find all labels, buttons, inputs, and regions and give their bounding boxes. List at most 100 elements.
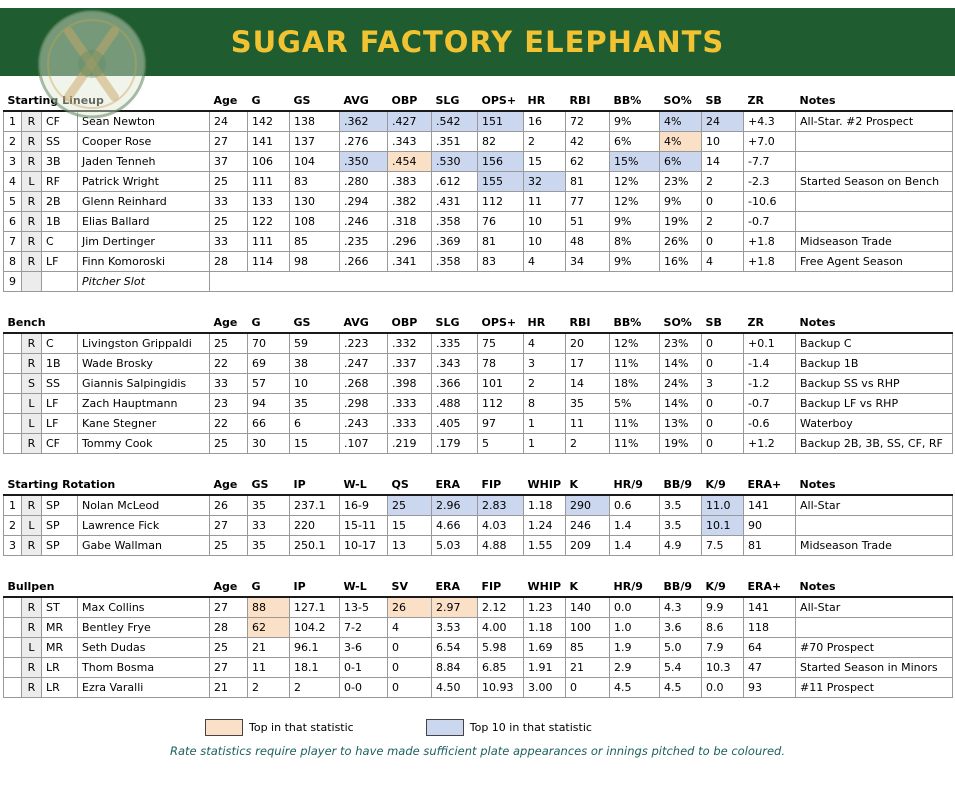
stat-cell: 0-0 [339,677,389,698]
stat-cell: 35 [247,494,291,516]
column-header: QS [387,475,432,496]
stat-cell: 94 [247,393,291,414]
stat-cell: 111 [247,231,290,252]
stat-cell: 85 [289,231,340,252]
handedness-cell: L [21,171,42,192]
stat-cell: 106 [247,151,290,172]
stat-cell: 127.1 [289,596,341,618]
handedness-cell: R [21,231,42,252]
stat-cell: 7.9 [701,637,745,658]
stat-cell: 6 [289,413,341,434]
stat-cell: +1.8 [743,251,796,272]
column-header: ERA [431,577,478,598]
stat-cell: 10.3 [701,657,745,678]
stat-cell: 2 [701,211,744,232]
player-name: Sean Newton [77,110,210,132]
stat-cell: 1 [523,413,567,434]
stat-cell: 141 [743,596,797,618]
lineup-number-cell [3,332,22,354]
stat-cell: 137 [289,131,340,152]
column-header: HR/9 [609,475,660,496]
lineup-number-cell [3,677,22,698]
stat-cell: 18.1 [289,657,341,678]
team-title: SUGAR FACTORY ELEPHANTS [230,25,725,59]
player-row: 8 R LF Finn Komoroski 28 114 98.266.341.358 83 4… [3,251,953,272]
column-header: K/9 [701,577,744,598]
stat-cell: 4 [523,251,566,272]
stat-cell: 16-9 [339,494,389,516]
position-cell: SS [41,373,78,394]
handedness-cell: L [21,637,42,658]
stat-cell: 9% [609,251,660,272]
player-name: Tommy Cook [76,433,211,454]
notes-cell: Backup LF vs RHP [795,393,954,414]
stat-cell: 13 [387,535,433,556]
notes-cell [795,211,953,232]
stat-cell: -1.2 [743,373,797,394]
column-header: BB/9 [659,475,702,496]
stat-cell: 220 [289,515,341,536]
player-name: Cooper Rose [77,131,210,152]
stat-cell: 2.97 [431,596,479,618]
stat-cell: 24 [701,110,744,132]
stat-cell: 1.18 [523,494,567,516]
stat-cell: 0 [387,677,433,698]
stat-cell: 5% [609,393,661,414]
stat-cell: 26 [209,494,249,516]
column-header: SB [701,91,744,112]
lineup-number-cell: 1 [3,110,22,132]
handedness-cell: R [21,657,42,678]
stat-cell: 72 [565,110,610,132]
player-row: R ST Max Collins 27 88 127.1 13-5 26 2.97 2.12 1.2… [3,596,954,618]
position-cell: C [41,231,78,252]
stat-cell: 0 [565,677,611,698]
column-header: Age [209,91,248,112]
stat-cell: 33 [209,373,249,394]
stat-cell: 90 [743,515,797,536]
notes-cell [795,131,953,152]
handedness-cell: R [21,617,42,638]
stat-cell: 28 [209,617,249,638]
stat-cell: 3.5 [659,494,703,516]
stat-cell: 30 [247,433,291,454]
column-header: SLG [431,91,478,112]
stat-cell: 25 [209,211,248,232]
stat-cell: 26 [387,596,433,618]
column-header: SLG [431,313,478,334]
player-row: R CF Tommy Cook 25 30 15.107.219.179 5 1 2 11% 19%… [3,433,954,454]
stat-cell: .266 [339,251,388,272]
stat-cell: 47 [743,657,797,678]
stat-cell: 141 [247,131,290,152]
stat-cell: 2.83 [477,494,525,516]
stat-cell: 42 [565,131,610,152]
player-row: 2 L SP Lawrence Fick 27 33 220 15-11 15 4.66 4.03 1… [3,515,954,536]
column-header: ZR [743,91,796,112]
stat-cell: 75 [477,332,525,354]
stat-cell: 9.9 [701,596,745,618]
stat-cell: 33 [209,191,248,212]
stat-cell: 0-1 [339,657,389,678]
stat-cell: 4 [523,332,567,354]
column-header: RBI [565,91,610,112]
stat-cell: 4.9 [659,535,703,556]
column-header: OBP [387,313,432,334]
stat-cell: 101 [477,373,525,394]
stat-cell: 23% [659,332,703,354]
column-header: AVG [339,313,388,334]
stat-cell: 1.24 [523,515,567,536]
stat-cell: .337 [387,353,433,374]
stat-cell: 1.9 [609,637,661,658]
stat-cell: 11 [523,191,566,212]
stat-cell: 10.93 [477,677,525,698]
position-cell: MR [41,617,78,638]
stat-cell: +4.3 [743,110,796,132]
legend-top10-swatch [425,719,464,736]
handedness-cell [21,271,42,292]
handedness-cell: R [21,596,42,618]
player-row: 1 R CF Sean Newton 24 142 138.362.427.542 151 16… [3,110,953,132]
header-row: Starting Lineup Age G GS AVG OBP SLG OPS+ HR RBI B… [3,91,953,112]
column-header: GS [289,91,340,112]
notes-cell [795,515,954,536]
stat-cell: .294 [339,191,388,212]
position-cell: 1B [41,211,78,232]
